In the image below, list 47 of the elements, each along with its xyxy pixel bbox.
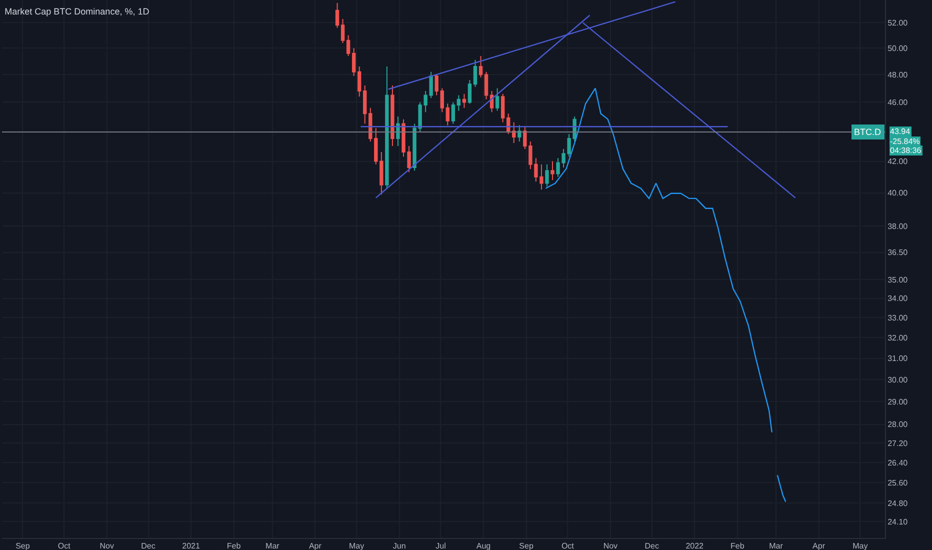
- x-tick-label: Feb: [730, 542, 745, 550]
- y-tick-label: 42.00: [888, 157, 908, 166]
- x-tick-label: Mar: [769, 542, 784, 550]
- x-tick-label: Oct: [58, 542, 72, 550]
- x-tick-label: Dec: [644, 542, 659, 550]
- x-tick-label: Apr: [308, 542, 322, 550]
- text: Market Cap BTC Dominance, %, 1D: [4, 6, 150, 17]
- y-tick-label: 26.40: [888, 458, 908, 468]
- x-tick-label: Aug: [476, 542, 491, 550]
- x-tick-label: Mar: [266, 542, 280, 550]
- y-tick-label: 24.80: [888, 498, 908, 508]
- text: 43.94: [890, 127, 911, 136]
- y-tick-label: 32.00: [888, 333, 908, 342]
- y-tick-label: 50.00: [888, 44, 908, 53]
- y-tick-label: 30.00: [888, 375, 908, 384]
- y-tick-label: 29.00: [888, 397, 908, 406]
- x-tick-label: May: [349, 542, 364, 550]
- y-tick-label: 36.50: [888, 248, 908, 258]
- x-tick-label: Nov: [603, 542, 618, 550]
- y-tick-label: 28.00: [888, 420, 908, 430]
- x-tick-label: Sep: [16, 542, 30, 550]
- y-tick-label: 27.20: [888, 438, 908, 448]
- y-tick-label: 31.00: [888, 354, 908, 364]
- x-tick-label: May: [852, 542, 868, 550]
- y-tick-label: 33.00: [888, 314, 908, 323]
- x-tick-label: Jun: [392, 542, 406, 550]
- y-tick-label: 34.00: [888, 294, 908, 304]
- x-tick-label: Jul: [436, 542, 446, 550]
- y-tick-label: 40.00: [888, 188, 908, 198]
- y-tick-label: 38.00: [888, 222, 908, 231]
- text: 04:38:36: [890, 146, 922, 155]
- x-tick-label: Dec: [141, 542, 156, 550]
- y-tick-label: 35.00: [888, 275, 908, 284]
- y-tick-label: 52.00: [888, 18, 908, 28]
- ref-line-label: BTC.D: [854, 127, 882, 137]
- y-tick-label: 25.60: [888, 478, 908, 488]
- x-tick-label: Sep: [519, 542, 534, 550]
- x-tick-label: Feb: [226, 542, 242, 550]
- x-tick-label: 2022: [686, 542, 704, 550]
- x-tick-label: Nov: [100, 542, 114, 550]
- text: -25.84%: [890, 137, 920, 146]
- y-tick-label: 46.00: [888, 98, 908, 108]
- x-tick-label: Apr: [812, 542, 826, 550]
- x-tick-label: Oct: [561, 542, 575, 550]
- y-tick-label: 24.10: [888, 517, 908, 526]
- y-tick-label: 48.00: [888, 70, 908, 80]
- x-tick-label: 2021: [182, 542, 200, 550]
